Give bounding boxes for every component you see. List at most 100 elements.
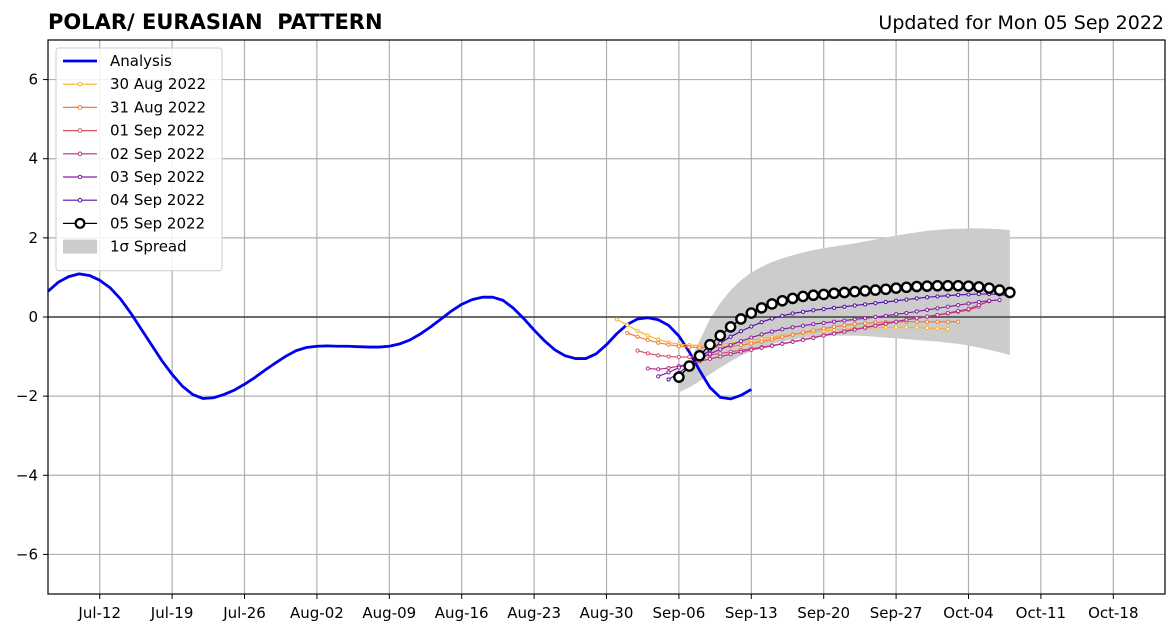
- data-point: [966, 306, 971, 312]
- data-point: [656, 340, 661, 345]
- x-tick-label: Sep-27: [870, 604, 923, 622]
- data-point: [687, 344, 692, 350]
- legend-label: 04 Sep 2022: [110, 191, 205, 209]
- series-04-sep-2022: [666, 291, 1012, 382]
- x-tick-label: Aug-23: [507, 604, 561, 622]
- x-tick-label: Sep-20: [797, 604, 850, 622]
- spread-band: [678, 228, 1010, 393]
- data-point: [873, 314, 878, 320]
- data-point: [759, 345, 764, 350]
- data-point: [790, 332, 795, 337]
- x-tick-label: Oct-04: [943, 604, 993, 622]
- legend: Analysis 30 Aug 2022 31 Aug 2022 01 Sep 202…: [55, 47, 223, 272]
- data-point: [914, 316, 919, 321]
- y-axis-ticks: −6 −4 −2 0 2 4 6: [16, 71, 48, 563]
- data-point: [904, 297, 909, 302]
- data-point: [935, 326, 940, 331]
- data-point: [935, 306, 940, 311]
- x-tick-label: Aug-09: [362, 604, 416, 622]
- data-point: [848, 285, 861, 298]
- data-point: [645, 351, 650, 356]
- y-tick-label: −2: [16, 387, 38, 405]
- data-point: [759, 332, 764, 337]
- data-point: [935, 312, 940, 318]
- data-point: [656, 374, 661, 379]
- data-point: [966, 301, 971, 306]
- data-point: [697, 345, 702, 350]
- data-point: [945, 293, 950, 298]
- data-point: [704, 338, 716, 351]
- data-point: [790, 325, 795, 330]
- data-point: [718, 341, 723, 346]
- data-point: [769, 337, 775, 342]
- data-point: [921, 280, 933, 292]
- data-point: [821, 320, 826, 326]
- data-point: [625, 330, 630, 335]
- legend-item-05-sep-2022: 05 Sep 2022: [63, 214, 205, 232]
- legend-label: 01 Sep 2022: [110, 122, 205, 140]
- data-point: [666, 377, 671, 382]
- data-point: [997, 297, 1002, 303]
- y-tick-label: 6: [28, 71, 38, 89]
- data-point: [852, 322, 857, 327]
- x-tick-label: Sep-06: [653, 604, 706, 622]
- data-point: [728, 352, 733, 357]
- data-point: [780, 327, 785, 332]
- data-point: [831, 324, 837, 329]
- data-point: [935, 294, 940, 299]
- data-point: [614, 317, 619, 322]
- legend-item-03-sep-2022: 03 Sep 2022: [63, 168, 205, 186]
- x-tick-label: Oct-18: [1088, 604, 1138, 622]
- data-point: [728, 334, 733, 339]
- data-point: [842, 304, 847, 309]
- data-point: [873, 323, 878, 328]
- data-point: [962, 280, 975, 292]
- data-point: [759, 320, 764, 325]
- data-point: [766, 298, 778, 310]
- data-point: [883, 299, 888, 305]
- y-tick-label: 4: [28, 150, 38, 168]
- data-point: [745, 307, 758, 319]
- data-point: [786, 292, 799, 305]
- legend-marker: [77, 197, 83, 203]
- data-point: [724, 321, 737, 333]
- data-point: [645, 333, 650, 338]
- data-point: [942, 279, 954, 292]
- data-point: [673, 371, 685, 383]
- legend-label: 02 Sep 2022: [110, 145, 205, 163]
- data-point: [666, 370, 671, 375]
- data-point: [862, 316, 868, 321]
- data-point: [890, 282, 902, 294]
- data-point: [831, 331, 837, 336]
- data-point: [635, 328, 640, 333]
- legend-label: 1σ Spread: [110, 238, 187, 256]
- data-point: [925, 325, 930, 331]
- data-point: [945, 304, 950, 309]
- data-point: [852, 303, 857, 308]
- data-point: [718, 354, 723, 359]
- x-tick-label: Aug-16: [435, 604, 489, 622]
- legend-marker: [77, 105, 83, 110]
- data-point: [893, 325, 899, 330]
- data-point: [800, 309, 806, 314]
- legend-item-02-sep-2022: 02 Sep 2022: [63, 145, 205, 163]
- legend-item-04-sep-2022: 04 Sep 2022: [63, 191, 205, 209]
- data-point: [676, 354, 681, 360]
- data-point: [976, 299, 981, 305]
- data-point: [914, 325, 919, 330]
- legend-swatch: [63, 239, 97, 254]
- data-point: [800, 330, 806, 335]
- data-point: [645, 366, 650, 371]
- legend-box: [55, 47, 223, 272]
- data-point: [693, 349, 706, 362]
- x-tick-label: Jul-19: [150, 604, 194, 622]
- data-point: [976, 291, 981, 297]
- data-point: [831, 319, 837, 324]
- data-point: [645, 337, 650, 343]
- legend-marker: [77, 81, 83, 87]
- data-point: [738, 349, 744, 354]
- data-point: [925, 314, 930, 319]
- x-tick-label: Aug-02: [290, 604, 344, 622]
- data-point: [945, 319, 950, 324]
- data-point: [966, 292, 971, 297]
